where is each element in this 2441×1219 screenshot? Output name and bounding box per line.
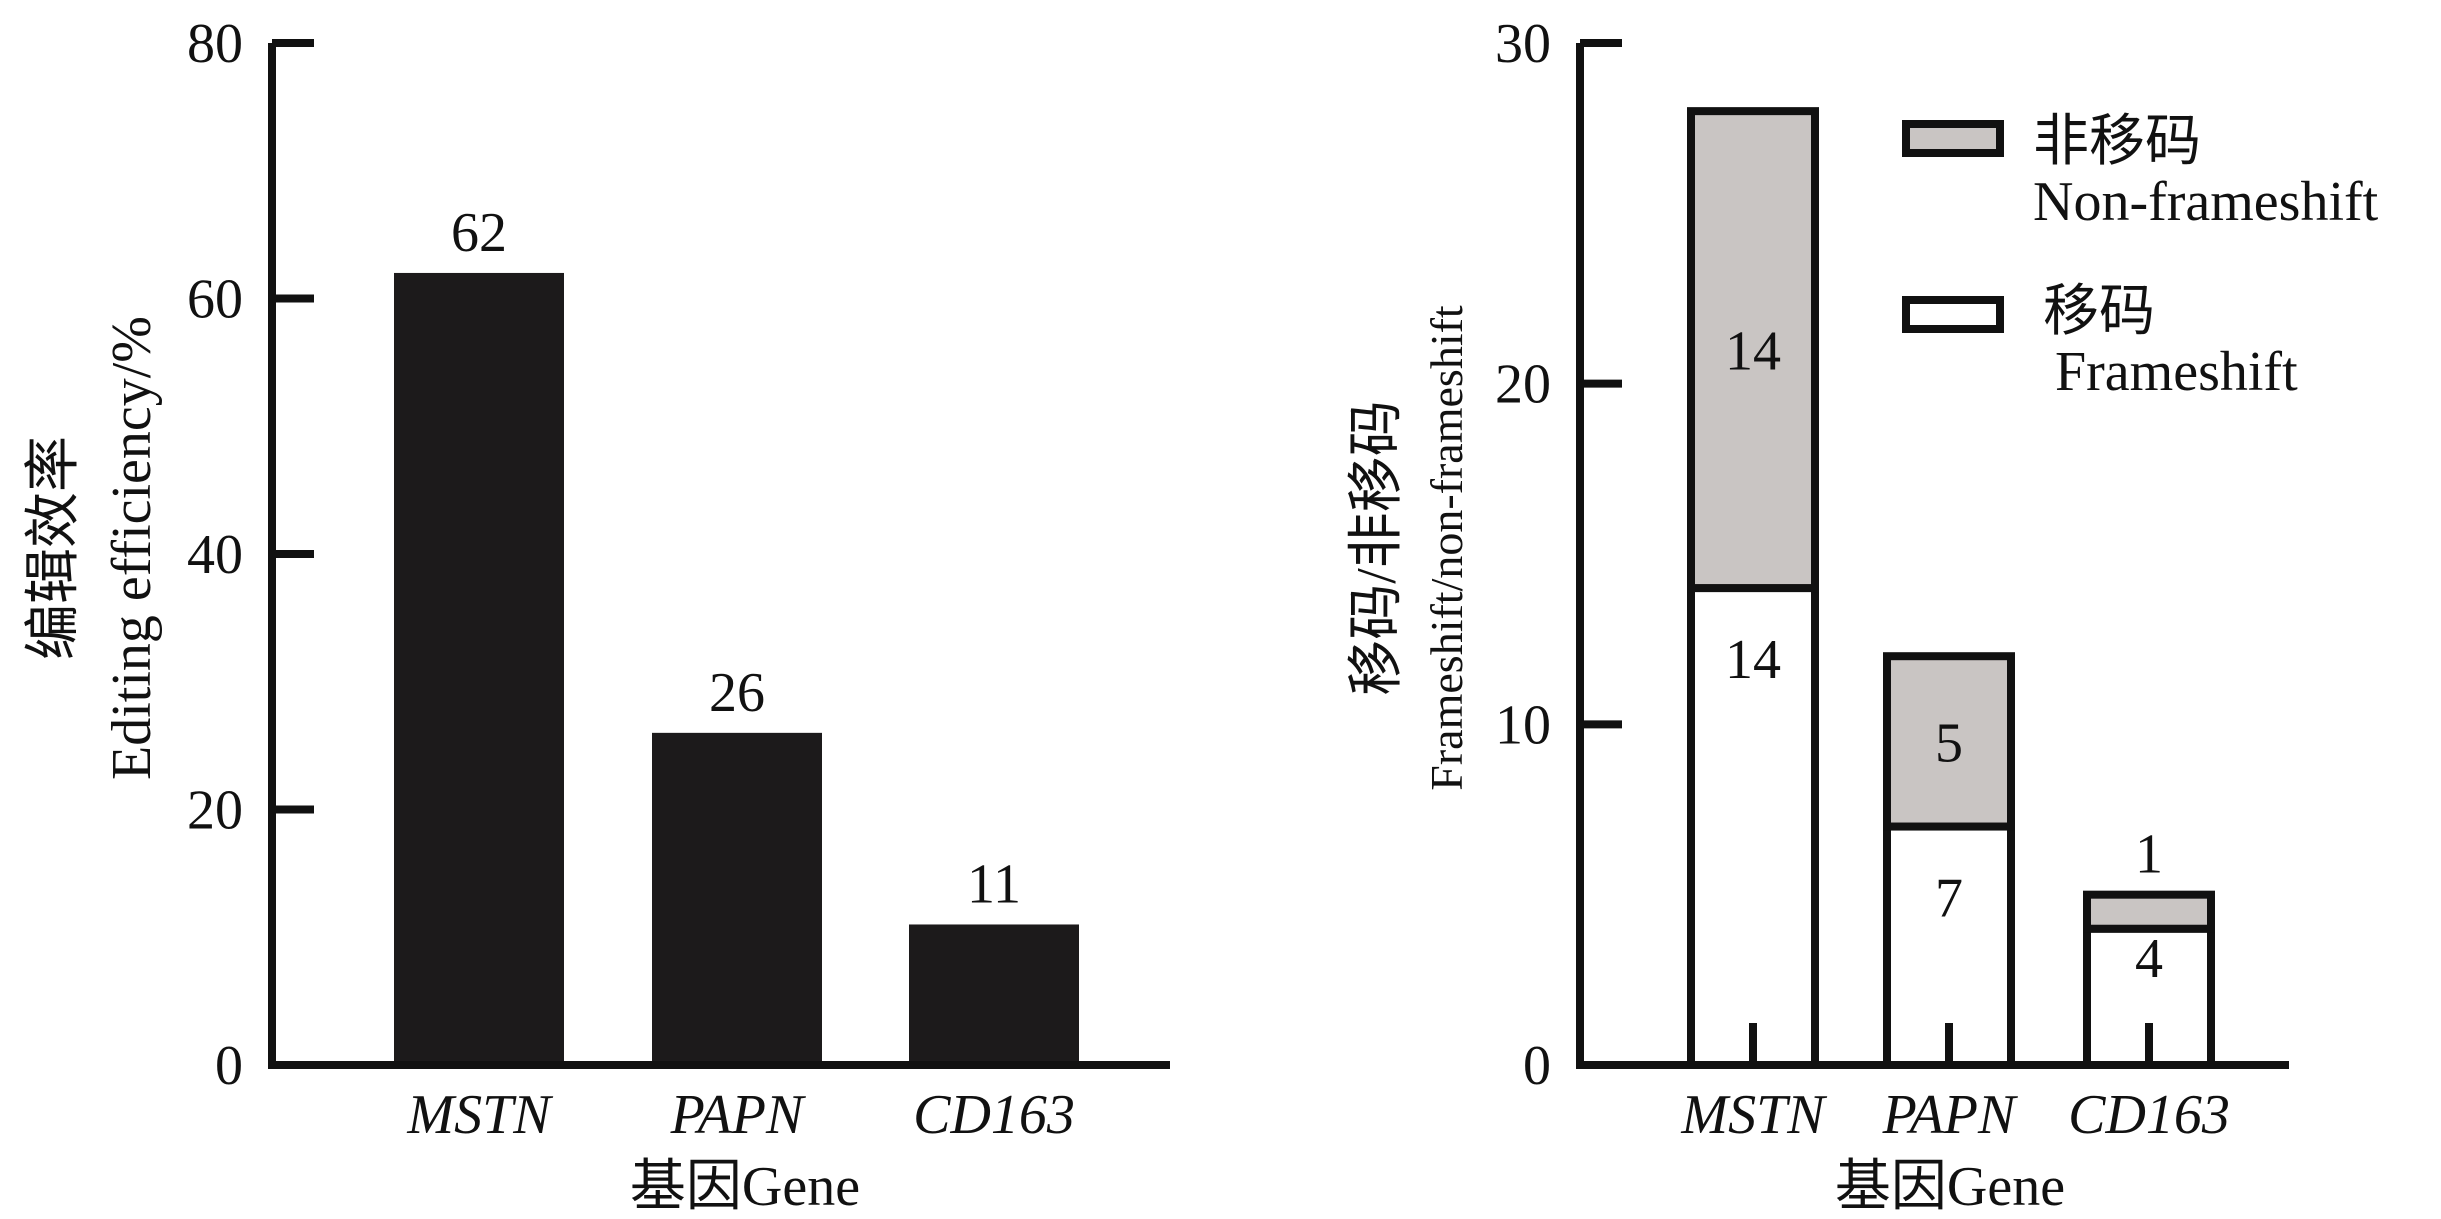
right-y-tick-label-0: 0 (1523, 1035, 1551, 1097)
left-bar-papn (652, 732, 822, 1065)
right-bar-non-frameshift-papn (1883, 652, 2015, 831)
left-bar-mstn (394, 272, 564, 1065)
left-data-label-cd163: 11 (967, 853, 1021, 915)
left-chart: 62 26 11 0 20 40 60 80 MSTN PAPN CD163 基因Gene 编辑… (23, 13, 1170, 1218)
left-x-axis-title: 基因Gene (630, 1156, 860, 1218)
right-x-tick-label-cd163: CD163 (2068, 1084, 2230, 1146)
right-y-tick-label-20: 20 (1495, 354, 1551, 416)
right-y-axis-title-zh: 移码/非移码 (1346, 400, 1408, 696)
right-label-non-frameshift-mstn: 14 (1725, 321, 1781, 383)
legend-label-frameshift-en: Frameshift (2055, 341, 2298, 403)
right-y-axis-title-en: Frameshift/non-frameshift (1421, 305, 1472, 791)
left-y-ticks: 0 20 40 60 80 (187, 13, 314, 1097)
left-x-tick-label-mstn: MSTN (406, 1084, 553, 1146)
left-y-axis-title-en: Editing efficiency/% (101, 316, 163, 780)
right-label-frameshift-papn: 7 (1935, 868, 1963, 930)
left-y-tick-label-40: 40 (187, 524, 243, 586)
left-y-tick-label-60: 60 (187, 269, 243, 331)
legend-swatch-non-frameshift (1902, 120, 2004, 157)
right-x-axis-title: 基因Gene (1835, 1156, 2065, 1218)
left-x-tick-label-cd163: CD163 (913, 1084, 1075, 1146)
right-label-non-frameshift-cd163: 1 (2135, 824, 2163, 886)
right-y-tick-label-30: 30 (1495, 13, 1551, 75)
right-chart: 14 14 7 5 4 1 0 10 20 30 MSTN PAPN CD163 基因Gene 移码… (1346, 13, 2379, 1218)
left-data-label-papn: 26 (709, 662, 765, 724)
right-label-non-frameshift-papn: 5 (1935, 712, 1963, 774)
left-y-axis-title-zh: 编辑效率 (23, 436, 85, 660)
legend: 非移码 Non-frameshift 移码 Frameshift (1902, 111, 2379, 403)
legend-label-frameshift-zh: 移码 (2043, 281, 2155, 343)
right-bar-labels: 14 14 7 5 4 1 (1725, 321, 2163, 990)
left-data-label-mstn: 62 (451, 202, 507, 264)
right-y-tick-label-10: 10 (1495, 694, 1551, 756)
left-y-tick-label-80: 80 (187, 13, 243, 75)
left-x-tick-labels: MSTN PAPN CD163 (406, 1084, 1074, 1146)
left-bar-cd163 (909, 924, 1079, 1065)
legend-label-non-frameshift-en: Non-frameshift (2033, 171, 2379, 233)
right-bar-non-frameshift-cd163 (2083, 890, 2215, 933)
right-x-tick-labels: MSTN PAPN CD163 (1680, 1084, 2229, 1146)
right-x-tick-label-mstn: MSTN (1680, 1084, 1827, 1146)
left-y-tick-label-0: 0 (215, 1035, 243, 1097)
left-x-tick-label-papn: PAPN (670, 1084, 806, 1146)
right-label-frameshift-mstn: 14 (1725, 629, 1781, 691)
legend-swatch-frameshift (1902, 296, 2004, 333)
right-x-tick-label-papn: PAPN (1882, 1084, 2018, 1146)
right-bar-non-frameshift-mstn (1687, 107, 1819, 593)
legend-label-non-frameshift-zh: 非移码 (2033, 111, 2201, 173)
left-bar-labels: 62 26 11 (451, 202, 1021, 916)
left-bars (394, 272, 1079, 1065)
right-y-ticks: 0 10 20 30 (1495, 13, 1622, 1097)
left-y-tick-label-20: 20 (187, 780, 243, 842)
right-label-frameshift-cd163: 4 (2135, 928, 2163, 990)
